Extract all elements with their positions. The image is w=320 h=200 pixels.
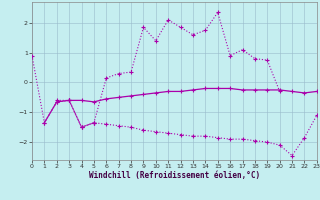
X-axis label: Windchill (Refroidissement éolien,°C): Windchill (Refroidissement éolien,°C) [89, 171, 260, 180]
